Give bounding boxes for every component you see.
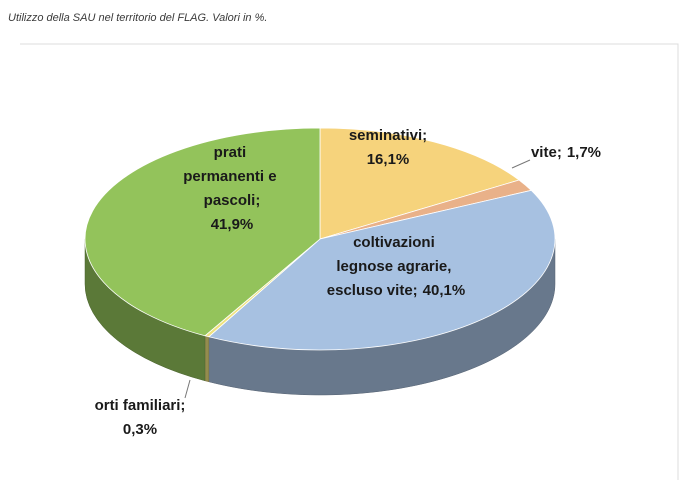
chart-frame [20,43,679,480]
data-label: 40,1% [423,282,466,299]
slice [319,127,520,240]
pie-labels: seminativi; 16,1% vite; 1,7% coltivazioni le… [95,127,601,438]
category-label: coltivazioni legnose agrarie, escluso vi… [327,234,456,299]
leader-line [511,159,531,169]
data-label: 0,3% [123,421,157,438]
pie-tops [84,127,556,351]
data-label: 41,9% [211,216,254,233]
slice-side [204,335,210,383]
chart-title: Utilizzo della SAU nel territorio del FL… [8,12,267,24]
slice [84,127,321,337]
leader-line [184,379,191,399]
category-label: orti familiari; [95,397,186,414]
data-label: 16,1% [367,151,410,168]
category-label: seminativi; [349,127,427,144]
category-label: vite; [531,144,562,161]
category-label: prati permanenti e pascoli; [183,144,281,209]
data-label: 1,7% [567,144,601,161]
slice [208,189,556,351]
